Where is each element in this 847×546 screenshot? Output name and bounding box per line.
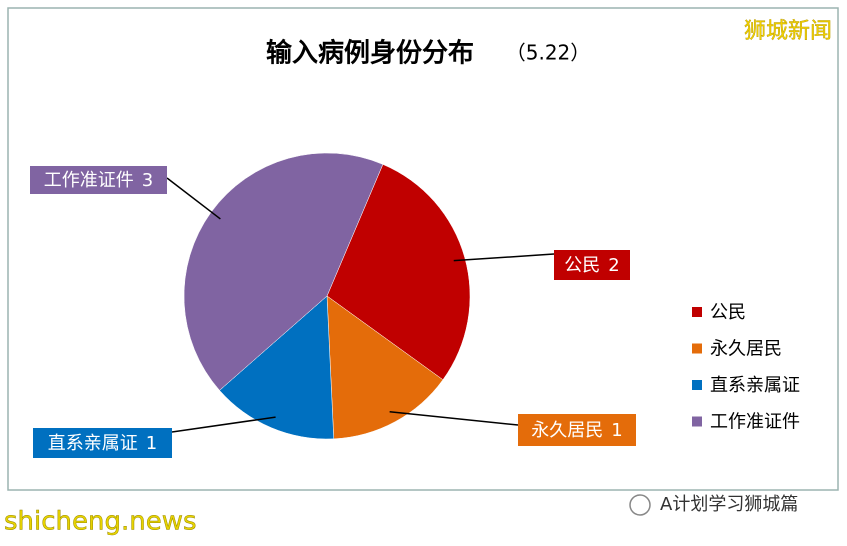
account-name: A计划学习狮城篇 — [660, 494, 798, 515]
data-label: 永久居民 1 — [531, 420, 622, 441]
site-watermark: shicheng.news — [4, 507, 197, 537]
pie-slice — [326, 164, 471, 381]
data-label-box — [518, 414, 636, 446]
data-label-category: 公民 — [564, 255, 600, 276]
leader-line — [166, 177, 221, 220]
data-label-category: 永久居民 — [531, 420, 603, 441]
legend-label: 公民 — [710, 302, 746, 323]
legend-swatch — [692, 343, 702, 354]
legend-label: 永久居民 — [710, 339, 782, 360]
data-label-box — [30, 166, 167, 194]
data-label: 直系亲属证 1 — [48, 433, 157, 454]
pie-slice — [326, 295, 444, 440]
chart-title: 输入病例身份分布 — [266, 38, 474, 69]
data-label-box — [33, 428, 172, 458]
leader-line — [389, 410, 519, 426]
data-label-value: 1 — [146, 433, 157, 454]
leader-line — [453, 253, 555, 262]
legend-swatch — [692, 307, 702, 317]
legend-label: 工作准证件 — [710, 412, 800, 433]
data-label-value: 3 — [142, 170, 153, 191]
data-label-category: 工作准证件 — [44, 170, 134, 191]
legend-swatch — [692, 380, 702, 390]
data-label-value: 2 — [608, 255, 619, 276]
data-label-value: 1 — [611, 420, 622, 441]
leader-line — [171, 416, 276, 433]
pie-slice — [219, 295, 335, 440]
data-label: 工作准证件 3 — [44, 170, 153, 191]
data-label-box — [554, 250, 630, 280]
chart-subtitle: （5.22） — [506, 41, 591, 65]
legend-label: 直系亲属证 — [710, 375, 800, 396]
data-label-category: 直系亲属证 — [48, 433, 138, 454]
wechat-icon — [629, 494, 651, 516]
legend-swatch — [692, 416, 702, 427]
watermark: 狮城新闻 — [744, 19, 832, 44]
data-label: 公民 2 — [564, 255, 619, 276]
